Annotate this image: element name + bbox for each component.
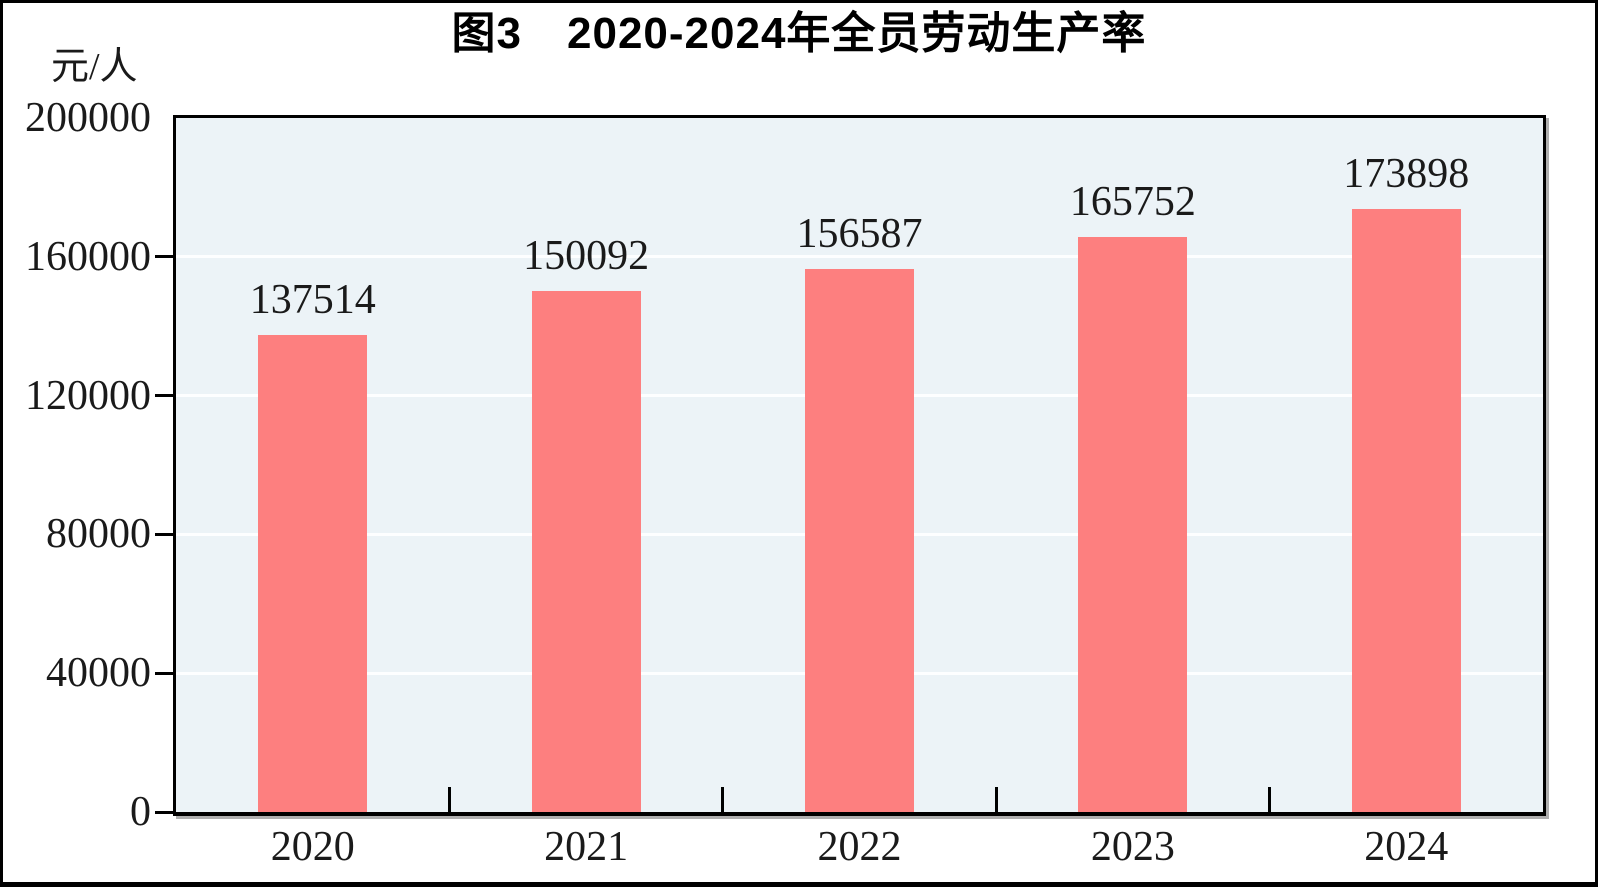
bar-2023 bbox=[1078, 237, 1187, 812]
bar-value-label: 173898 bbox=[1343, 151, 1470, 197]
bar-2021 bbox=[532, 291, 641, 812]
bars-layer: 137514 150092 156587 165752 173898 bbox=[176, 118, 1543, 812]
y-tick-mark bbox=[155, 255, 173, 259]
x-axis-label-2022: 2022 bbox=[817, 824, 902, 870]
bar-value-label: 150092 bbox=[523, 233, 650, 279]
y-tick-label: 160000 bbox=[25, 233, 151, 280]
plot-area: 137514 150092 156587 165752 173898 bbox=[173, 115, 1546, 816]
x-tick-mark bbox=[994, 787, 998, 812]
y-tick-mark bbox=[155, 394, 173, 398]
x-axis-label-2020: 2020 bbox=[270, 824, 355, 870]
x-axis-label-2024: 2024 bbox=[1364, 824, 1449, 870]
bar-2022 bbox=[805, 269, 914, 812]
y-tick-mark bbox=[155, 671, 173, 675]
x-tick-mark bbox=[447, 787, 451, 812]
bar-value-label: 156587 bbox=[796, 211, 923, 257]
x-axis-label-2023: 2023 bbox=[1090, 824, 1175, 870]
bar-value-label: 165752 bbox=[1069, 179, 1196, 225]
chart-title: 图3 2020-2024年全员劳动生产率 bbox=[451, 9, 1147, 58]
gridline-160000 bbox=[176, 255, 1543, 259]
y-tick-label: 80000 bbox=[46, 511, 151, 558]
bar-2024 bbox=[1352, 209, 1461, 812]
x-tick-marks-layer bbox=[176, 118, 1543, 812]
x-axis-label-2021: 2021 bbox=[544, 824, 629, 870]
y-tick-label: 120000 bbox=[25, 372, 151, 419]
y-tick-mark bbox=[155, 810, 173, 814]
x-tick-mark bbox=[1268, 787, 1272, 812]
y-tick-mark bbox=[155, 532, 173, 536]
bar-value-label: 137514 bbox=[249, 277, 376, 323]
y-tick-label: 0 bbox=[130, 789, 151, 835]
y-tick-label: 200000 bbox=[25, 95, 151, 141]
y-axis-unit-label: 元/人 bbox=[51, 46, 138, 88]
bar-2020 bbox=[258, 335, 367, 812]
x-tick-mark bbox=[721, 787, 725, 812]
y-tick-label: 40000 bbox=[46, 650, 151, 697]
